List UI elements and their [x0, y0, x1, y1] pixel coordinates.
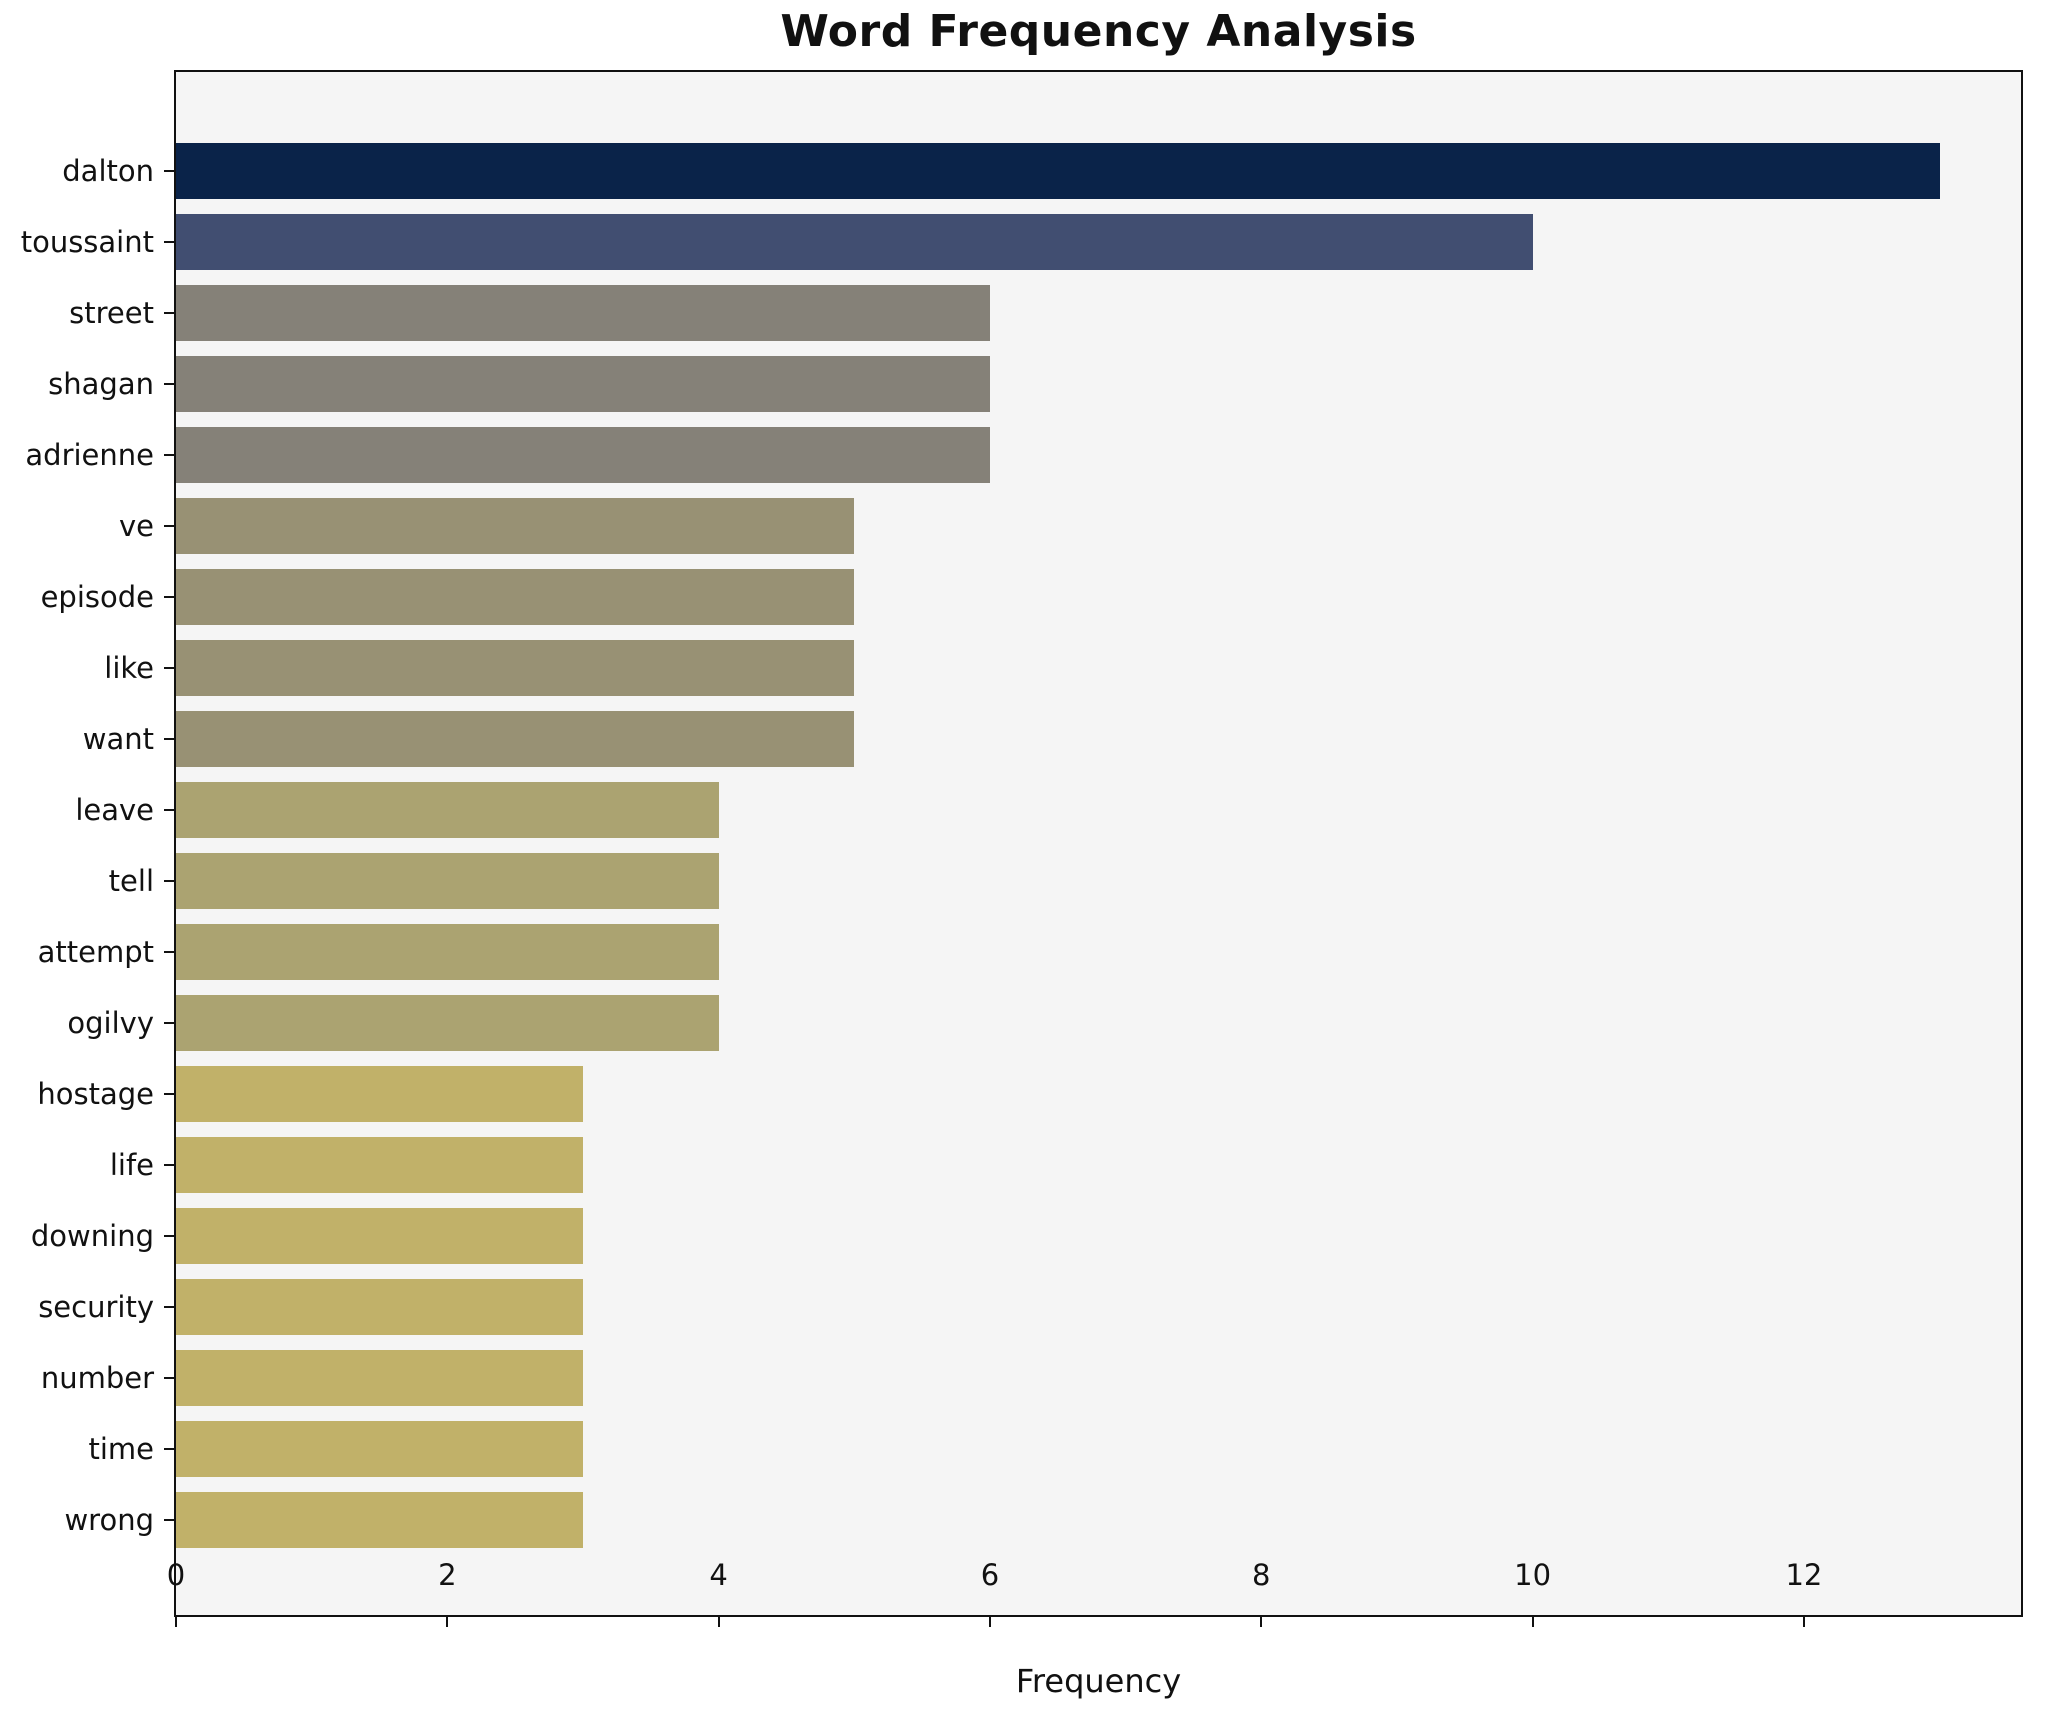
- bar-episode: [176, 568, 855, 625]
- y-tick-label-security: security: [38, 1289, 154, 1324]
- bar-toussaint: [176, 213, 1533, 270]
- x-tick-label-10: 10: [1514, 1558, 1552, 1592]
- y-tick-label-number: number: [40, 1360, 154, 1395]
- bar-life: [176, 1136, 583, 1193]
- y-tick-mark: [164, 879, 174, 882]
- y-tick-mark: [164, 169, 174, 172]
- y-tick-mark: [164, 240, 174, 243]
- y-tick-label-adrienne: adrienne: [25, 437, 154, 472]
- y-tick-mark: [164, 950, 174, 953]
- x-tick-mark: [988, 1617, 991, 1627]
- bar-security: [176, 1278, 583, 1335]
- bar-adrienne: [176, 426, 990, 483]
- x-tick-mark: [175, 1617, 177, 1627]
- bar-leave: [176, 781, 719, 838]
- y-tick-label-street: street: [69, 295, 154, 330]
- x-tick-label-12: 12: [1785, 1558, 1823, 1592]
- x-tick-mark: [1531, 1617, 1534, 1627]
- bar-want: [176, 710, 855, 767]
- y-tick-mark: [164, 1163, 174, 1166]
- x-tick-mark: [717, 1617, 720, 1627]
- x-axis-label: Frequency: [1015, 1662, 1182, 1700]
- bar-hostage: [176, 1065, 583, 1122]
- y-tick-label-dalton: dalton: [62, 153, 154, 188]
- y-tick-mark: [164, 666, 174, 669]
- y-tick-mark: [164, 1447, 174, 1450]
- bar-time: [176, 1420, 583, 1477]
- y-tick-mark: [164, 1092, 174, 1095]
- x-tick-mark: [446, 1617, 449, 1627]
- y-tick-label-life: life: [109, 1147, 154, 1182]
- y-tick-label-ve: ve: [118, 508, 154, 543]
- bar-like: [176, 639, 855, 696]
- x-tick-mark: [1260, 1617, 1263, 1627]
- bar-attempt: [176, 923, 719, 980]
- x-tick-label-6: 6: [980, 1558, 1000, 1592]
- y-tick-mark: [164, 1021, 174, 1024]
- x-tick-mark: [1802, 1617, 1805, 1627]
- bar-tell: [176, 852, 719, 909]
- y-tick-mark: [164, 382, 174, 385]
- y-tick-label-shagan: shagan: [48, 366, 154, 401]
- y-tick-label-ogilvy: ogilvy: [67, 1005, 154, 1040]
- y-tick-label-attempt: attempt: [37, 934, 154, 969]
- y-tick-label-hostage: hostage: [37, 1076, 154, 1111]
- x-tick-label-2: 2: [438, 1558, 457, 1592]
- y-tick-label-like: like: [104, 650, 154, 685]
- y-tick-label-toussaint: toussaint: [20, 224, 154, 259]
- bar-dalton: [176, 142, 1940, 199]
- y-tick-mark: [164, 1376, 174, 1379]
- y-tick-mark: [164, 737, 174, 740]
- bar-number: [176, 1349, 583, 1406]
- y-tick-mark: [164, 524, 174, 527]
- bar-shagan: [176, 355, 990, 412]
- y-tick-mark: [164, 1234, 174, 1237]
- y-tick-label-downing: downing: [30, 1218, 154, 1253]
- y-tick-mark: [164, 595, 174, 598]
- y-tick-label-tell: tell: [108, 863, 154, 898]
- bar-ogilvy: [176, 994, 719, 1051]
- x-tick-label-4: 4: [709, 1558, 728, 1592]
- x-tick-label-0: 0: [166, 1558, 186, 1592]
- y-tick-label-episode: episode: [40, 579, 154, 614]
- y-tick-mark: [164, 808, 174, 811]
- x-tick-label-8: 8: [1252, 1558, 1271, 1592]
- y-tick-mark: [164, 1518, 174, 1521]
- bar-street: [176, 284, 990, 341]
- y-tick-mark: [164, 1305, 174, 1308]
- bar-downing: [176, 1207, 583, 1264]
- y-tick-label-want: want: [82, 721, 154, 756]
- bar-ve: [176, 497, 855, 554]
- y-tick-label-wrong: wrong: [64, 1502, 154, 1537]
- y-tick-label-leave: leave: [75, 792, 154, 827]
- y-tick-mark: [164, 453, 174, 456]
- plot-area: dalton toussaint street shagan adrienne ve epi…: [21, 70, 2023, 1627]
- y-tick-label-time: time: [88, 1431, 154, 1466]
- bar-wrong: [176, 1491, 583, 1548]
- chart-title: Word Frequency Analysis: [780, 6, 1417, 57]
- y-tick-mark: [164, 311, 174, 314]
